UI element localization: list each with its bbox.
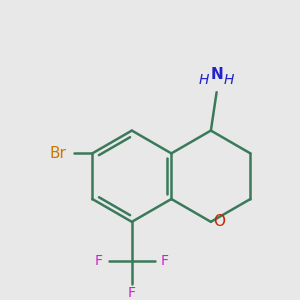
Text: H: H (224, 73, 234, 87)
Text: F: F (161, 254, 169, 268)
Text: O: O (213, 214, 225, 229)
Text: F: F (128, 286, 136, 300)
Text: H: H (199, 73, 209, 87)
Text: N: N (210, 67, 223, 82)
Text: F: F (95, 254, 103, 268)
Text: Br: Br (49, 146, 66, 161)
